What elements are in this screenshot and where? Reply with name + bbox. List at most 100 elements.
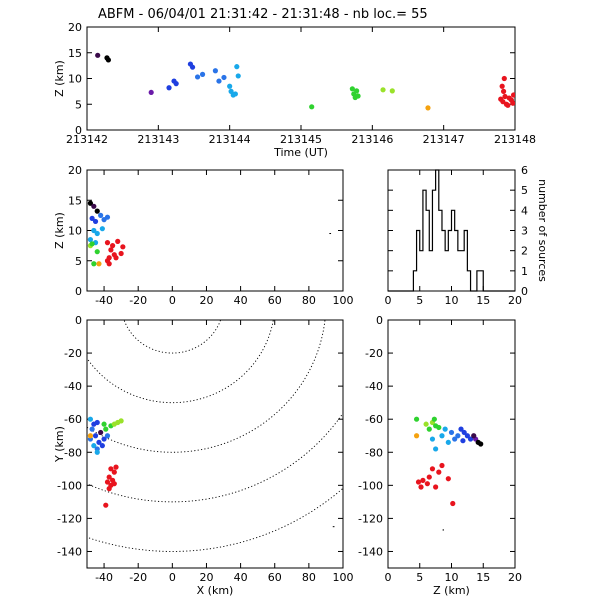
z_y-source-point — [450, 500, 456, 507]
x_z-source-point — [92, 218, 99, 225]
x_y-xtick-label: 60 — [268, 571, 282, 584]
x_y-source-point — [87, 416, 94, 422]
time_z-source-point — [425, 105, 431, 111]
x_y-range-ring — [123, 320, 222, 354]
x_y-range-rings — [87, 320, 343, 552]
time_z-points — [95, 52, 515, 111]
x_y-points — [87, 416, 124, 508]
x_y-source-point — [111, 481, 117, 487]
time_z-source-point — [221, 74, 227, 81]
z_y-source-point — [445, 476, 451, 482]
x_z-source-point — [96, 261, 102, 267]
z_y-source-point — [429, 436, 436, 442]
z_y-source-point — [458, 426, 464, 432]
x_y-source-point — [94, 419, 100, 426]
z_y-xtick-label: 10 — [445, 571, 459, 584]
x_z-xtick-label: 0 — [169, 294, 176, 307]
time_z-source-point — [189, 64, 196, 70]
time_z-source-point — [95, 52, 101, 58]
x_z-source-point — [118, 250, 124, 257]
z_y-source-point — [439, 462, 445, 469]
time_z-ytick-label: 20 — [68, 21, 82, 34]
time_z-ytick-label: 10 — [68, 73, 82, 86]
x_z-ylabel: Z (km) — [53, 212, 66, 249]
time_z-ylabel: Z (km) — [53, 60, 66, 97]
x_y-source-point — [118, 418, 124, 424]
x_y-source-point — [113, 464, 119, 470]
time_z-source-point — [234, 64, 240, 70]
x_y-ytick-label: -120 — [57, 512, 82, 525]
z_y-source-point — [478, 441, 484, 447]
z_y-points — [413, 416, 484, 507]
x_z-source-point — [98, 212, 104, 218]
time_z-source-point — [501, 75, 507, 82]
x_z-source-point — [87, 236, 94, 243]
x_z-source-point — [115, 238, 121, 244]
z_y-source-point — [455, 433, 461, 439]
z_y-ytick-label: -20 — [365, 347, 383, 360]
x_z-xtick-label: 100 — [333, 294, 354, 307]
time_z-source-point — [510, 100, 515, 106]
time_z-source-point — [389, 88, 395, 94]
time_z-xtick-label: 213145 — [280, 133, 322, 146]
x_y-ylabel: Y (km) — [53, 426, 66, 463]
x_z-source-point — [113, 255, 119, 261]
x_y-source-point — [92, 433, 99, 439]
x_y-source-point — [106, 486, 112, 492]
x_z-source-point — [91, 227, 97, 234]
time_z-xtick-label: 213146 — [351, 133, 393, 146]
figure-title: ABFM - 06/04/01 21:31:42 - 21:31:48 - nb… — [98, 7, 428, 22]
time_z-source-point — [502, 93, 508, 100]
x_z-source-point — [106, 261, 112, 267]
x_y-source-point — [106, 474, 112, 480]
x_y-source-point — [111, 469, 117, 475]
x_z-ytick-label: 15 — [68, 194, 82, 207]
z_y-ytick-label: -60 — [365, 413, 383, 426]
time_z-source-point — [510, 92, 515, 98]
z_hist-ytick-label: 6 — [521, 164, 528, 177]
z_hist-ylabel: number of sources — [536, 179, 549, 282]
x_y-source-point — [103, 426, 109, 432]
time_z-ytick-label: 15 — [68, 47, 82, 60]
z_y-source-point — [433, 484, 439, 490]
z_hist-xtick-label: 15 — [476, 294, 490, 307]
x_y-source-point — [91, 443, 97, 449]
time_z-source-point — [216, 78, 222, 84]
x_z-ytick-label: 20 — [68, 164, 82, 177]
x_y-xtick-label: -20 — [129, 571, 147, 584]
z_hist-ytick-label: 3 — [521, 225, 528, 238]
time_z-source-point — [354, 88, 360, 94]
x_y-source-point — [108, 466, 114, 472]
x_y-xtick-label: 80 — [302, 571, 316, 584]
x_y-source-point — [104, 433, 111, 439]
x_z-source-point — [89, 215, 95, 221]
x_y-xtick-label: 20 — [199, 571, 213, 584]
x_y-ytick-label: -60 — [64, 413, 82, 426]
z_y-source-point — [460, 438, 466, 444]
x_z-xtick-label: 80 — [302, 294, 316, 307]
z_y-source-point — [426, 474, 432, 480]
x_y-source-point — [94, 449, 100, 455]
z_y-ytick-label: -40 — [365, 380, 383, 393]
z_y-source-point — [424, 481, 430, 487]
x_y-frame — [86, 319, 344, 569]
x_y-ytick-label: -80 — [64, 446, 82, 459]
time_z-xtick-label: 213147 — [423, 133, 465, 146]
x_y-source-point — [101, 421, 107, 427]
x_y-source-point — [87, 433, 94, 439]
x_y-panel: -40 -20 0 20 40 60 80 100 -140 -120 -100 -80 -60 -40 -… — [53, 314, 354, 597]
x_z-source-point — [89, 241, 95, 247]
x_y-source-point — [89, 426, 95, 432]
time_z-source-point — [380, 87, 386, 93]
x_z-source-point — [94, 249, 100, 255]
z_hist-xtick-label: 10 — [445, 294, 459, 307]
x_z-source-point — [108, 247, 114, 253]
x_z-source-point — [91, 261, 97, 267]
time_z-panel: 213142 213143 213144 213145 213146 213147 2131… — [53, 21, 536, 159]
x_z-source-point — [87, 200, 94, 206]
z_hist-ytick-label: 4 — [521, 204, 528, 217]
x_y-xlabel: X (km) — [197, 584, 234, 597]
z_y-source-point — [464, 433, 470, 439]
z_hist-ytick-label: 0 — [521, 285, 528, 298]
